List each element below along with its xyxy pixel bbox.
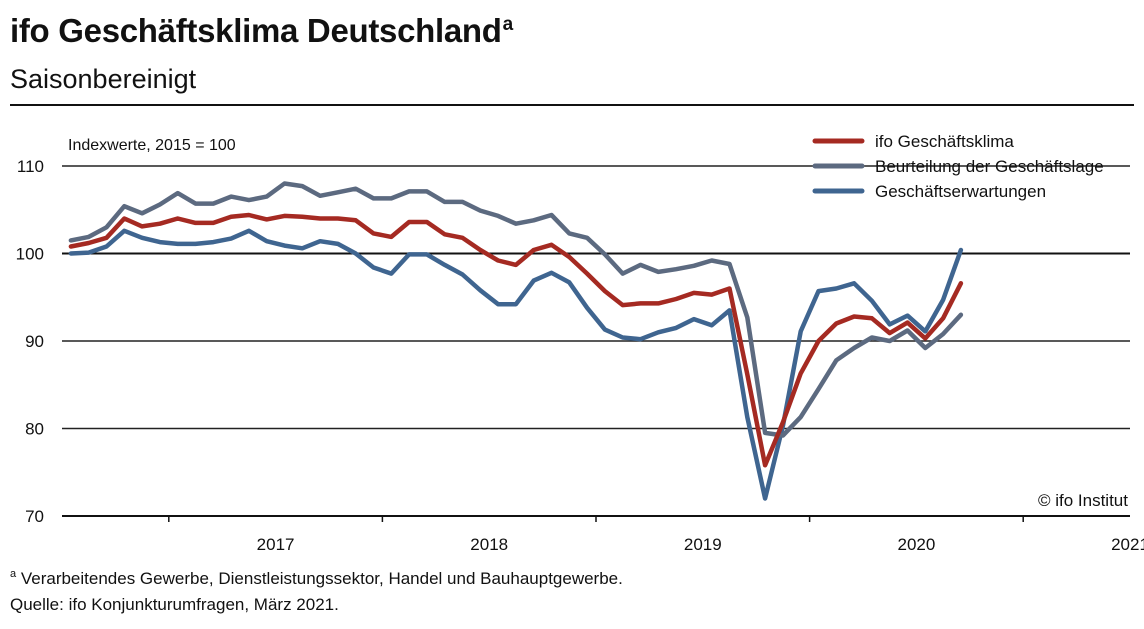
y-tick-label: 100 [16, 245, 44, 264]
y-tick-label: 110 [17, 157, 44, 176]
page-title: ifo Geschäftsklima Deutschlanda [10, 12, 513, 50]
y-tick-label: 80 [25, 420, 44, 439]
x-tick-label: 2020 [897, 535, 935, 554]
legend: ifo Geschäftsklima Beurteilung der Geschä… [812, 132, 1104, 201]
header-divider [10, 104, 1134, 106]
source-note: Quelle: ifo Konjunkturumfragen, März 202… [10, 595, 339, 614]
line-chart: 70 80 90 100 110 2017 2018 2019 2020 2021 Indexw… [16, 132, 1144, 554]
data-lines [68, 181, 964, 501]
y-axis-label: Indexwerte, 2015 = 100 [68, 137, 236, 154]
x-tick-label: 2019 [684, 535, 722, 554]
y-axis-ticks: 70 80 90 100 110 [16, 157, 44, 526]
legend-label-erwartungen: Geschäftserwartungen [875, 182, 1046, 201]
y-tick-label: 70 [25, 507, 44, 526]
y-tick-label: 90 [25, 332, 44, 351]
x-axis: 2017 2018 2019 2020 2021 [62, 515, 1144, 554]
x-tick-label: 2017 [257, 535, 295, 554]
footnote-marker: a [10, 568, 17, 580]
page-subtitle: Saisonbereinigt [10, 64, 197, 94]
legend-label-klima: ifo Geschäftsklima [875, 132, 1014, 151]
series-line-lage [68, 181, 964, 438]
title-text: ifo Geschäftsklima Deutschland [10, 12, 502, 49]
copyright-label: © ifo Institut [1038, 491, 1128, 510]
gridlines [62, 165, 1130, 430]
legend-label-lage: Beurteilung der Geschäftslage [875, 157, 1104, 176]
x-tick-label: 2018 [470, 535, 508, 554]
series-line-klima [68, 212, 964, 468]
footnote: a Verarbeitendes Gewerbe, Dienstleistung… [10, 568, 623, 589]
series-line-erwartungen [68, 228, 964, 501]
footnote-text: Verarbeitendes Gewerbe, Dienstleistungss… [16, 569, 623, 588]
x-tick-label: 2021 [1111, 535, 1144, 554]
title-footnote-marker: a [502, 14, 514, 35]
